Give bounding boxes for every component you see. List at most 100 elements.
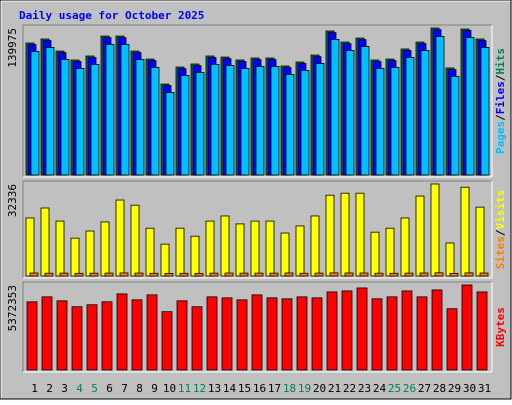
bar	[100, 221, 110, 277]
bar	[460, 186, 470, 277]
x-tick-label: 19	[298, 382, 311, 395]
bar	[341, 290, 353, 371]
bar	[104, 272, 114, 277]
bar	[74, 272, 84, 277]
bar	[131, 299, 143, 371]
legend-entry: Hits	[494, 48, 507, 75]
bar	[356, 287, 368, 371]
bar	[194, 272, 204, 277]
bar	[310, 215, 320, 277]
bar	[266, 297, 278, 371]
bar	[296, 296, 308, 371]
bar	[265, 220, 275, 277]
x-tick-label: 9	[151, 382, 158, 395]
x-tick-label: 10	[163, 382, 176, 395]
x-tick-label: 8	[136, 382, 143, 395]
x-tick-label: 25	[388, 382, 401, 395]
bar	[445, 242, 455, 277]
x-tick-label: 28	[433, 382, 446, 395]
x-tick-label: 12	[193, 382, 206, 395]
bar	[480, 47, 490, 176]
bar	[400, 217, 410, 277]
y-tick-label: 5372353	[6, 285, 19, 331]
bar	[75, 68, 85, 176]
x-tick-label: 16	[253, 382, 266, 395]
y-tick-label: 32336	[6, 184, 19, 217]
x-tick-label: 5	[91, 382, 98, 395]
bar	[85, 230, 95, 277]
bar	[390, 67, 400, 176]
bar	[86, 304, 98, 371]
bar	[26, 301, 38, 371]
bar	[134, 272, 144, 277]
legend-entry: Visits	[494, 190, 507, 230]
bar	[190, 235, 200, 277]
bar	[119, 272, 129, 277]
bar	[280, 232, 290, 277]
bar	[250, 220, 260, 277]
x-tick-label: 3	[61, 382, 68, 395]
bar	[435, 36, 445, 176]
legend-separator: /	[494, 229, 507, 236]
bar	[161, 311, 173, 371]
bar	[255, 66, 265, 176]
x-tick-label: 22	[343, 382, 356, 395]
bar	[315, 63, 325, 176]
bar	[284, 272, 294, 277]
legend: Pages/Files/Hits	[494, 48, 507, 154]
legend: Sites/Visits	[494, 190, 507, 270]
x-tick-label: 7	[121, 382, 128, 395]
bar	[430, 183, 440, 277]
bar	[130, 204, 140, 277]
bar	[344, 272, 354, 277]
bar	[389, 272, 399, 277]
bar	[311, 297, 323, 371]
bar	[295, 225, 305, 277]
x-tick-label: 11	[178, 382, 191, 395]
bar	[90, 64, 100, 176]
x-tick-label: 18	[283, 382, 296, 395]
bar	[270, 66, 280, 176]
x-tick-label: 29	[448, 382, 461, 395]
bar	[299, 272, 309, 277]
x-tick-label: 4	[76, 382, 83, 395]
bar	[479, 272, 489, 277]
bar	[135, 59, 145, 176]
bar	[330, 39, 340, 176]
bar	[401, 290, 413, 371]
x-tick-label: 31	[478, 382, 491, 395]
bar	[340, 192, 350, 277]
bar	[269, 272, 279, 277]
bar	[419, 272, 429, 277]
bar	[235, 223, 245, 277]
bar	[300, 70, 310, 176]
legend-entry: Sites	[494, 236, 507, 269]
bar	[236, 299, 248, 371]
bar	[191, 306, 203, 371]
x-tick-label: 27	[418, 382, 431, 395]
x-tick-label: 24	[373, 382, 387, 395]
x-tick-label: 20	[313, 382, 326, 395]
bar	[165, 92, 175, 176]
x-tick-label: 26	[403, 382, 416, 395]
bar	[254, 272, 264, 277]
bar	[195, 71, 205, 176]
bar	[360, 46, 370, 176]
bar	[405, 56, 415, 176]
bar	[386, 296, 398, 371]
bar	[44, 272, 54, 277]
bar	[101, 301, 113, 371]
bar	[370, 231, 380, 277]
legend: KBytes	[494, 307, 507, 347]
bar	[41, 296, 53, 371]
bar	[160, 243, 170, 277]
bar	[180, 75, 190, 176]
bar	[56, 300, 68, 371]
bar	[281, 298, 293, 371]
bar	[404, 272, 414, 277]
bar	[45, 47, 55, 176]
bar	[464, 272, 474, 277]
chart-title: Daily usage for October 2025	[19, 9, 204, 22]
bar	[206, 296, 218, 371]
bar	[70, 237, 80, 277]
